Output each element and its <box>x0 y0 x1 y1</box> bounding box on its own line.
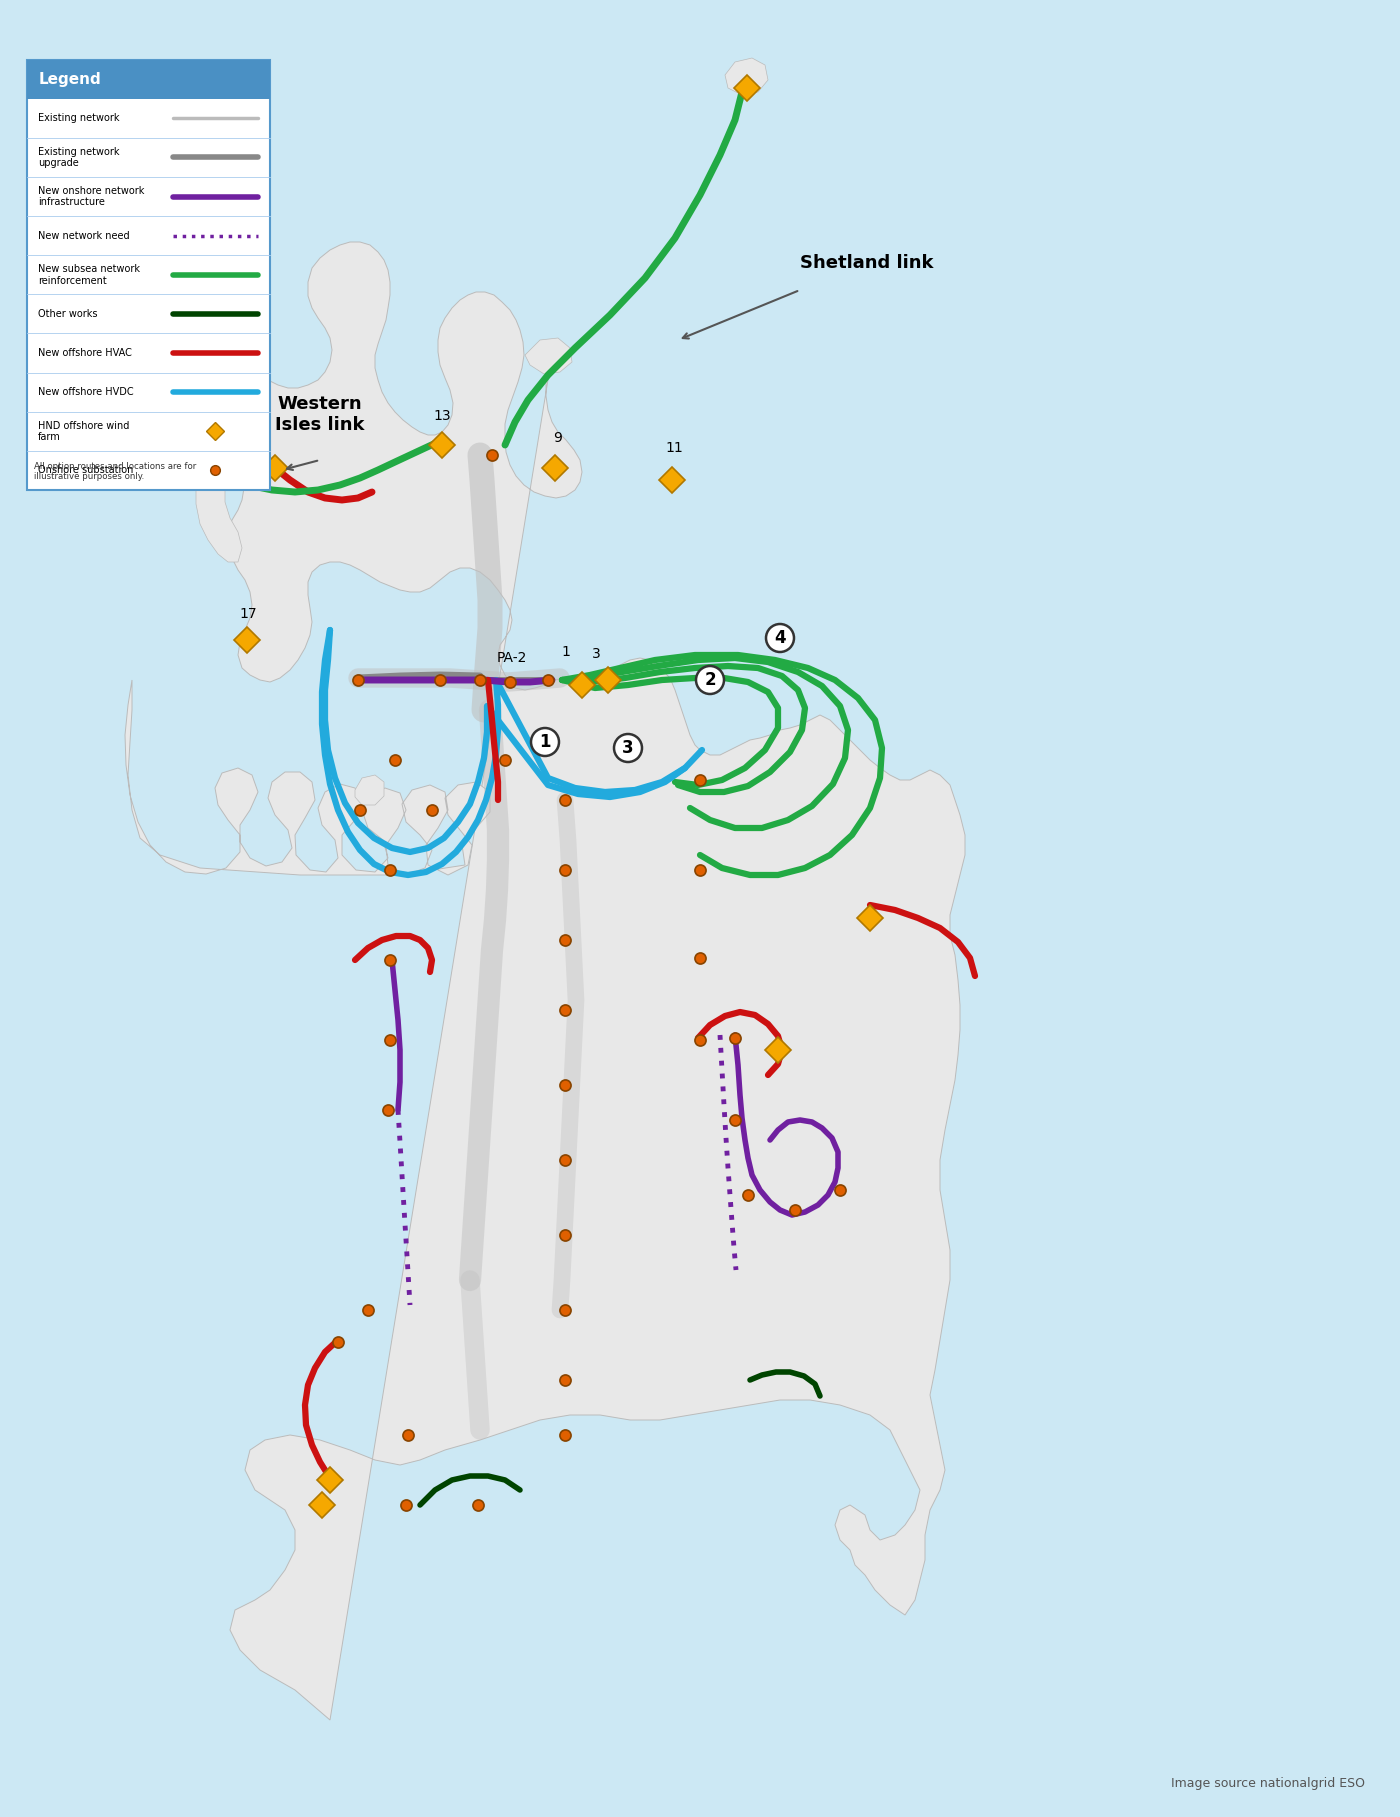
Text: 9: 9 <box>553 431 563 445</box>
FancyBboxPatch shape <box>27 60 270 98</box>
Polygon shape <box>196 414 242 561</box>
Text: Existing network: Existing network <box>38 113 119 124</box>
Text: 13: 13 <box>433 409 451 423</box>
Text: Onshore substation: Onshore substation <box>38 465 133 476</box>
Text: HND offshore wind
farm: HND offshore wind farm <box>38 420 130 442</box>
Text: New subsea network
reinforcement: New subsea network reinforcement <box>38 263 140 285</box>
Text: New network need: New network need <box>38 231 130 240</box>
Text: Western
Isles link: Western Isles link <box>276 396 365 434</box>
Text: PA-2: PA-2 <box>497 650 528 665</box>
Polygon shape <box>216 242 965 1721</box>
Text: 17: 17 <box>239 607 256 621</box>
Text: Existing network
upgrade: Existing network upgrade <box>38 147 119 169</box>
Text: Shetland link: Shetland link <box>799 254 934 273</box>
Text: 3: 3 <box>622 740 634 758</box>
Polygon shape <box>725 58 769 94</box>
Polygon shape <box>525 338 573 374</box>
Text: New offshore HVDC: New offshore HVDC <box>38 387 134 398</box>
Text: All option routes and locations are for
illustrative purposes only.: All option routes and locations are for … <box>34 462 196 482</box>
Text: Other works: Other works <box>38 309 98 320</box>
Text: 3: 3 <box>592 647 601 661</box>
Text: 2: 2 <box>704 670 715 689</box>
Text: 1: 1 <box>539 732 550 750</box>
Text: 4: 4 <box>774 629 785 647</box>
Text: New onshore network
infrastructure: New onshore network infrastructure <box>38 185 144 207</box>
Text: Image source nationalgrid ESO: Image source nationalgrid ESO <box>1170 1777 1365 1790</box>
Polygon shape <box>356 776 384 805</box>
Text: 16: 16 <box>239 440 256 452</box>
Polygon shape <box>125 680 490 876</box>
Text: 1: 1 <box>561 645 570 660</box>
Text: 11: 11 <box>665 442 683 454</box>
FancyBboxPatch shape <box>27 60 270 491</box>
Text: Legend: Legend <box>38 73 101 87</box>
Text: New offshore HVAC: New offshore HVAC <box>38 349 132 358</box>
